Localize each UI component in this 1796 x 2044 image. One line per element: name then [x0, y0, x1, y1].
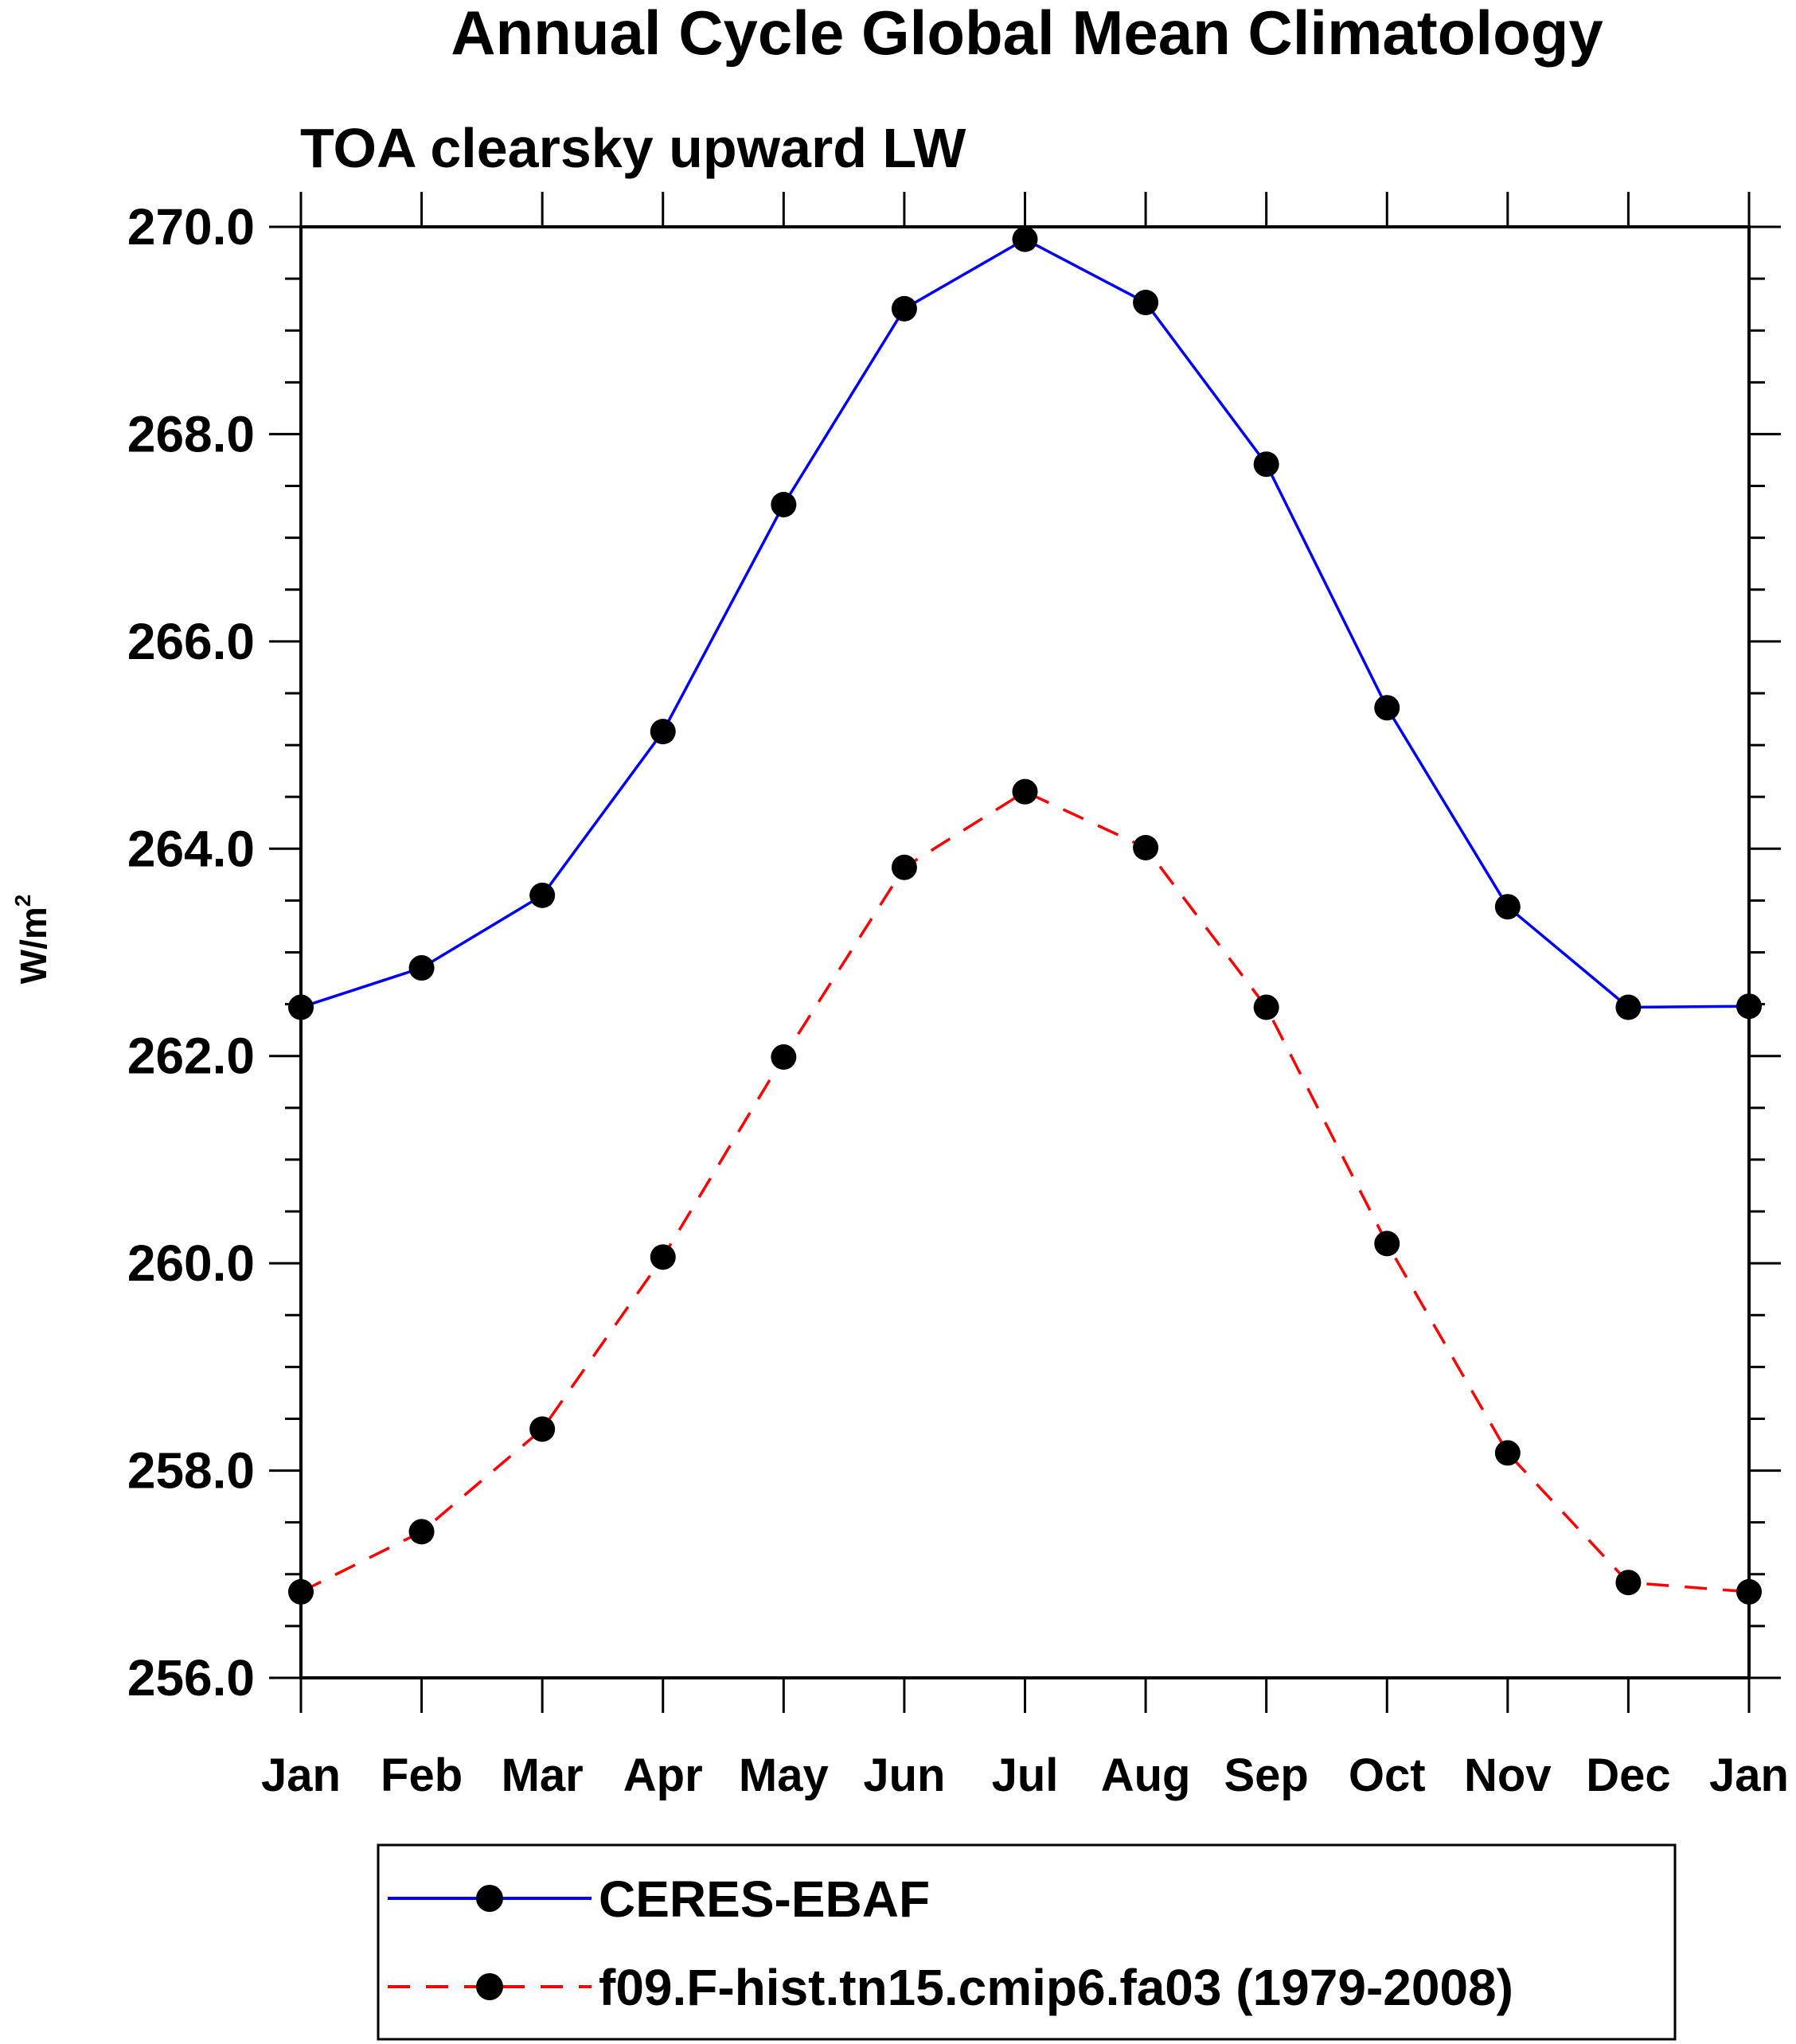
data-point-series-1 [1133, 834, 1159, 860]
data-point-series-1 [1374, 1231, 1400, 1257]
y-tick-label: 266.0 [127, 613, 255, 670]
x-tick-label: Jan [1709, 1749, 1789, 1801]
data-point-series-0 [650, 719, 676, 745]
y-axis-label-superscript: 2 [10, 895, 35, 907]
legend-label-ceres: CERES-EBAF [599, 1870, 930, 1928]
y-axis-label-text: W/m [13, 907, 54, 984]
chart-subtitle: TOA clearsky upward LW [300, 117, 966, 179]
x-tick-label: Jun [863, 1749, 945, 1801]
legend-label-model: f09.F-hist.tn15.cmip6.fa03 (1979-2008) [599, 1959, 1513, 2016]
data-point-series-0 [1253, 451, 1279, 478]
data-point-series-1 [408, 1519, 435, 1545]
y-tick-label: 258.0 [127, 1442, 255, 1500]
y-tick-label: 270.0 [127, 198, 255, 256]
data-point-series-0 [771, 491, 797, 517]
data-point-series-0 [529, 882, 556, 908]
x-tick-label: Dec [1586, 1749, 1670, 1801]
x-tick-label: Jul [992, 1749, 1059, 1801]
data-point-series-0 [1615, 994, 1642, 1020]
svg-text:W/m2: W/m2 [10, 895, 54, 985]
series-lines [300, 237, 1750, 1593]
data-point-series-1 [529, 1416, 556, 1442]
legend-box [377, 1843, 1677, 2041]
legend: CERES-EBAF f09.F-hist.tn15.cmip6.fa03 (1… [377, 1843, 1677, 2041]
x-tick-label: Mar [502, 1749, 584, 1801]
y-tick-label: 268.0 [127, 405, 255, 462]
data-point-series-1 [1494, 1440, 1521, 1466]
legend-marker-ceres [476, 1885, 503, 1912]
x-tick-label: Nov [1464, 1749, 1552, 1801]
x-tick-label: May [739, 1749, 829, 1801]
y-axis-label: W/m2 [10, 895, 54, 985]
chart-title: Annual Cycle Global Mean Climatology [451, 0, 1603, 68]
plot-frame [299, 225, 1751, 1679]
data-point-series-1 [650, 1244, 676, 1270]
data-point-series-0 [1374, 695, 1400, 721]
data-point-series-0 [891, 295, 917, 322]
y-tick-labels: 256.0 258.0 260.0 262.0 264.0 266.0 268.0 270.0 [127, 198, 255, 1707]
y-tick-label: 260.0 [127, 1235, 255, 1292]
data-point-series-0 [1494, 894, 1521, 920]
y-tick-label: 264.0 [127, 820, 255, 877]
x-tick-label: Sep [1224, 1749, 1308, 1801]
x-tick-labels: Jan Feb Mar Apr May Jun Jul Aug Sep Oct Nov Dec Jan [261, 1749, 1789, 1801]
data-point-series-1 [1012, 778, 1038, 805]
y-tick-label: 262.0 [127, 1028, 255, 1085]
x-tick-label: Aug [1101, 1749, 1191, 1801]
x-tick-label: Apr [623, 1749, 703, 1801]
x-tick-label: Jan [261, 1749, 341, 1801]
data-point-series-0 [1133, 290, 1159, 316]
data-point-series-0 [408, 955, 435, 981]
data-point-series-1 [1615, 1570, 1642, 1596]
data-point-series-1 [891, 854, 917, 880]
x-tick-label: Oct [1349, 1749, 1426, 1801]
y-tick-label: 256.0 [127, 1649, 255, 1707]
legend-marker-model [476, 1973, 503, 2000]
axis-ticks [269, 192, 1781, 1713]
series-line-1 [300, 790, 1750, 1593]
series-line-0 [300, 237, 1750, 1009]
x-tick-label: Feb [381, 1749, 463, 1801]
data-point-series-0 [1012, 226, 1038, 252]
data-point-series-1 [771, 1044, 797, 1071]
data-point-series-1 [1253, 994, 1279, 1020]
